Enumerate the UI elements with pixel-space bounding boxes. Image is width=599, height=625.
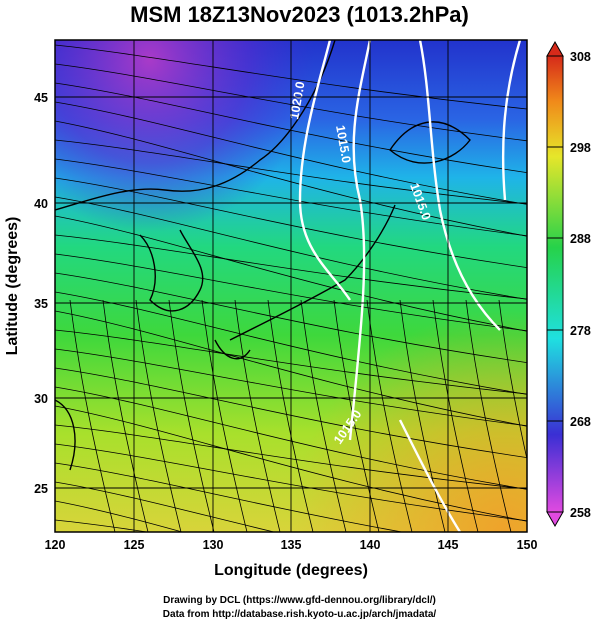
streamline: [55, 272, 527, 363]
streamline: [55, 424, 527, 490]
contour-1020: [298, 40, 351, 301]
x-tick-label: 150: [517, 538, 538, 552]
colorbar-tick-label: 308: [570, 50, 591, 64]
y-tick-label: 40: [34, 197, 48, 211]
y-tick-label: 25: [34, 482, 48, 496]
contour-label: 1020.0: [287, 80, 307, 120]
x-tick-label: 130: [203, 538, 224, 552]
colorbar-max-triangle: [546, 40, 564, 57]
map-title: MSM 18Z13Nov2023 (1013.2hPa): [130, 2, 469, 27]
streamline: [102, 299, 149, 532]
streamline: [55, 291, 527, 395]
streamline: [55, 177, 527, 268]
x-tick-label: 140: [360, 538, 381, 552]
streamline: [55, 82, 527, 173]
streamline: [55, 139, 527, 205]
contour-1015-b: [418, 40, 501, 331]
colorbar-tick-label: 298: [570, 141, 591, 155]
streamline: [498, 299, 527, 462]
streamline: [55, 500, 184, 532]
streamline: [201, 299, 248, 532]
x-tick-label: 120: [45, 538, 66, 552]
streamline: [55, 196, 527, 300]
y-tick-label: 30: [34, 392, 48, 406]
y-tick-label: 45: [34, 91, 48, 105]
streamline: [55, 44, 527, 110]
streamline: [55, 405, 527, 522]
streamline: [366, 299, 413, 532]
credit-drawing: Drawing by DCL (https://www.gfd-dennou.o…: [163, 595, 436, 606]
streamline: [55, 101, 527, 205]
streamline: [55, 462, 405, 532]
streamline: [267, 299, 314, 532]
streamline: [55, 234, 527, 300]
colorbar-tick-label: 288: [570, 232, 591, 246]
colorbar-tick-label: 268: [570, 415, 591, 429]
pressure-contours: [298, 40, 522, 532]
x-tick-label: 135: [281, 538, 302, 552]
streamline: [55, 253, 527, 332]
map-plot-area: 1020.0 1015.0 1015.0 1015.0: [55, 40, 527, 532]
streamline: [234, 299, 281, 532]
contour-label: 1015.0: [333, 124, 353, 164]
streamline: [55, 120, 527, 237]
coastlines: [55, 40, 471, 471]
coastline-hokkaido: [389, 121, 471, 164]
streamline: [69, 299, 116, 532]
streamline: [55, 329, 527, 395]
y-axis-label: Latitude (degrees): [4, 217, 21, 356]
streamline: [55, 481, 276, 532]
colorbar-tick-label: 278: [570, 324, 591, 338]
streamline: [399, 299, 446, 532]
streamline: [55, 158, 527, 237]
x-axis-label: Longitude (degrees): [214, 562, 368, 579]
streamline: [465, 299, 512, 532]
x-tick-label: 125: [124, 538, 145, 552]
map-frame: [54, 39, 528, 533]
credit-data: Data from http://database.rish.kyoto-u.a…: [162, 609, 437, 620]
x-axis: 120 125 130 135 140 145 150 Longitude (d…: [45, 538, 538, 579]
coastline-kyushu: [214, 339, 251, 360]
streamline: [55, 367, 527, 458]
colorbar-bar: [546, 55, 564, 513]
colorbar-min-triangle: [546, 511, 564, 528]
streamline: [55, 215, 527, 332]
streamline: [432, 299, 479, 532]
contour-1015-a: [348, 40, 372, 441]
streamline: [55, 386, 527, 490]
streamline: [55, 519, 151, 532]
contour-1015-d: [398, 419, 462, 532]
coastline-honshu: [229, 204, 396, 341]
colorbar-tick-label: 258: [570, 506, 591, 520]
streamline: [300, 299, 347, 532]
streamline: [55, 348, 527, 427]
streamline: [55, 310, 527, 427]
contour-1015-c: [501, 40, 522, 201]
colorbar: 308 298 288 278 268 258: [546, 40, 591, 528]
x-tick-label: 145: [438, 538, 459, 552]
y-axis: 25 30 35 40 45 Latitude (degrees): [4, 91, 48, 496]
coastline-korea: [139, 229, 204, 312]
streamline: [135, 299, 182, 532]
lat-lon-grid: [55, 40, 527, 532]
streamline: [168, 299, 215, 532]
coastline-china: [55, 399, 76, 471]
coastline-asia: [55, 40, 336, 211]
y-tick-label: 35: [34, 297, 48, 311]
